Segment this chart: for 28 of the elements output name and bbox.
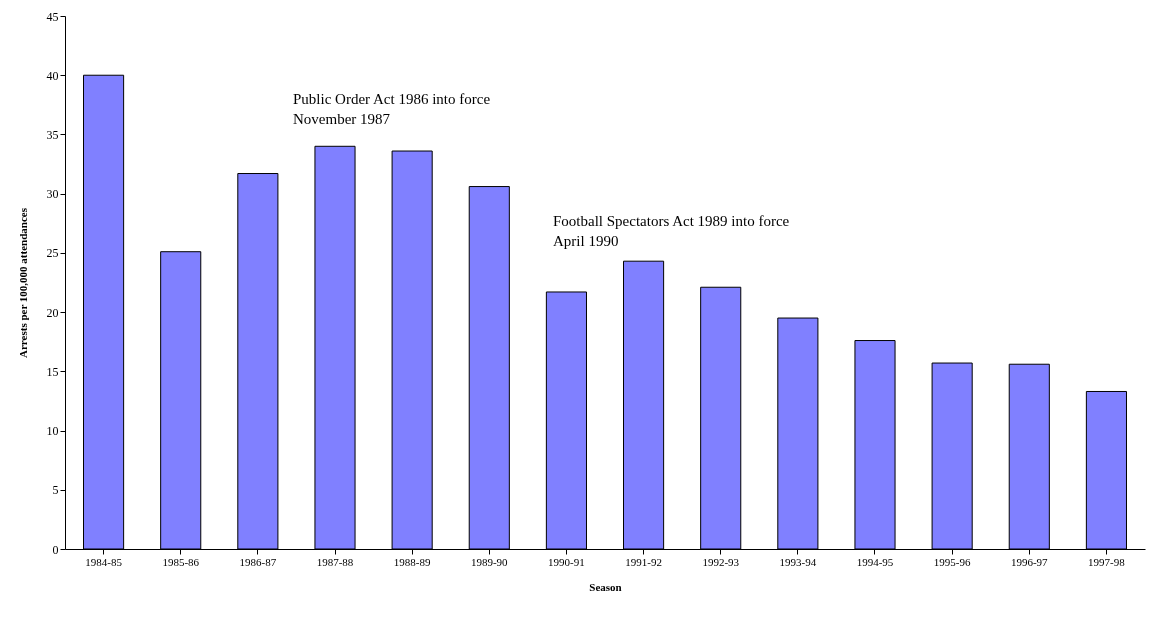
x-tick-label: 1986-87: [239, 555, 277, 568]
x-tick-label: 1994-95: [856, 555, 894, 568]
y-tick-label: 15: [46, 364, 59, 379]
y-tick-label: 40: [46, 68, 59, 83]
x-tick-label: 1988-89: [393, 555, 431, 568]
x-tick-label: 1987-88: [316, 555, 354, 568]
x-tick-label: 1990-91: [548, 555, 585, 568]
x-tick-label: 1992-93: [702, 555, 740, 568]
x-tick-label: 1995-96: [933, 555, 971, 568]
x-tick-label: 1996-97: [1010, 555, 1049, 568]
x-tick-label: 1991-92: [625, 555, 662, 568]
x-axis-title: Season: [589, 580, 622, 593]
y-tick-label: 20: [46, 305, 59, 320]
x-tick-label: 1993-94: [779, 555, 817, 568]
y-tick-label: 30: [46, 187, 59, 202]
y-tick-label: 5: [52, 483, 59, 498]
y-tick-label: 0: [52, 542, 59, 557]
y-tick-label: 25: [46, 246, 59, 261]
x-tick-label: 1984-85: [85, 555, 123, 568]
y-tick-label: 10: [46, 424, 59, 439]
x-tick-label: 1989-90: [470, 555, 509, 568]
y-tick-label: 35: [46, 127, 59, 142]
y-axis-title: Arrests per 100,000 attendances: [16, 207, 29, 358]
x-tick-label: 1985-86: [162, 555, 200, 568]
y-tick-label: 45: [46, 9, 59, 24]
x-tick-label: 1997-98: [1088, 555, 1126, 568]
annotation: Public Order Act 1986 into force November 1987: [293, 91, 491, 127]
annotation: Football Spectators Act 1989 into force April 1990: [553, 213, 790, 249]
